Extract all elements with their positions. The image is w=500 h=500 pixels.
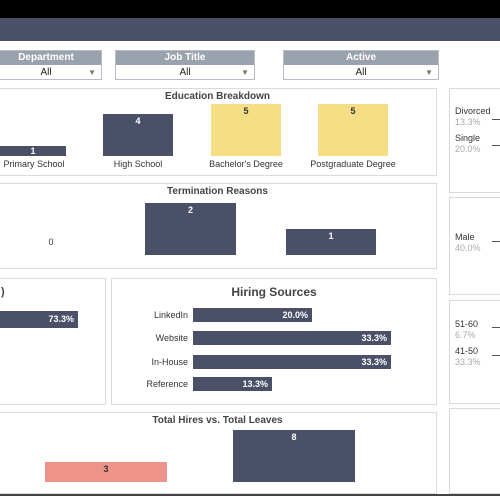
active-filter-selected: All [355, 67, 367, 78]
active-filter[interactable]: Active All ▼ [283, 50, 439, 80]
hires-vs-leaves-value-hires: 8 [291, 432, 297, 442]
education-value-high-school: 4 [135, 116, 141, 126]
age-line-41-50 [492, 355, 500, 356]
age-line-51-60 [492, 327, 500, 328]
top-black-bar [0, 0, 500, 18]
header-bar [0, 18, 500, 41]
hires-vs-leaves-bar-hires[interactable]: 8 [233, 430, 355, 482]
termination-value-2: 2 [187, 205, 193, 215]
hires-vs-leaves-bar-leaves[interactable]: 3 [45, 462, 167, 482]
marital-pct-single: 20.0% [455, 144, 481, 154]
education-bar-postgraduate-degree[interactable]: 5 [318, 104, 388, 156]
job-title-filter-selected: All [179, 67, 191, 78]
chevron-down-icon[interactable]: ▼ [88, 68, 96, 77]
education-value-postgraduate-degree: 5 [350, 106, 356, 116]
active-filter-label: Active [284, 51, 438, 65]
hiring-bar-in-house[interactable]: 33.3% [193, 355, 391, 369]
termination-value-3: 1 [328, 231, 334, 241]
active-filter-value[interactable]: All ▼ [284, 65, 438, 80]
bottom-right-panel [449, 408, 500, 494]
education-label-high-school: High School [113, 159, 163, 169]
education-label-primary-school: Primary School [3, 159, 65, 169]
gender-label-male: Male [455, 232, 475, 242]
chevron-down-icon[interactable]: ▼ [425, 68, 433, 77]
hiring-bar-website[interactable]: 33.3% [193, 331, 391, 345]
marital-label-single: Single [455, 133, 481, 143]
hires-vs-leaves-value-leaves: 3 [103, 464, 109, 474]
marital-status-panel [449, 88, 500, 193]
marital-line-single [492, 145, 500, 146]
age-label-41-50: 41-50 [455, 346, 479, 356]
left-metric-title-fragment: ) [1, 286, 5, 298]
hiring-value-linkedin: 20.0% [282, 310, 308, 320]
age-pct-41-50: 33.3% [455, 357, 481, 367]
termination-bar-2[interactable]: 2 [145, 203, 236, 255]
gender-panel [449, 197, 500, 295]
education-value-primary-school: 1 [30, 146, 36, 156]
hiring-value-in-house: 33.3% [361, 357, 387, 367]
left-metric-bar[interactable]: 73.3% [0, 311, 78, 328]
chevron-down-icon[interactable]: ▼ [241, 68, 249, 77]
job-title-filter-label: Job Title [116, 51, 254, 65]
marital-line-divorced [492, 119, 500, 120]
department-filter[interactable]: Department All ▼ [0, 50, 102, 80]
left-metric-value: 73.3% [48, 314, 74, 324]
hiring-value-reference: 13.3% [242, 379, 268, 389]
hiring-sources-title: Hiring Sources [231, 285, 317, 299]
hiring-label-in-house: In-House [151, 357, 188, 367]
hiring-bar-reference[interactable]: 13.3% [193, 377, 272, 391]
education-bar-primary-school[interactable]: 1 [0, 146, 66, 156]
marital-label-divorced: Divorced [455, 106, 491, 116]
marital-pct-divorced: 13.3% [455, 117, 481, 127]
gender-line-male [492, 241, 500, 242]
left-metric-panel: ) [0, 278, 106, 405]
hires-vs-leaves-title: Total Hires vs. Total Leaves [152, 415, 283, 426]
termination-bar-3[interactable]: 1 [286, 229, 376, 255]
education-label-postgraduate-degree: Postgraduate Degree [310, 159, 396, 169]
age-label-51-60: 51-60 [455, 319, 479, 329]
termination-value-0: 0 [48, 237, 54, 247]
hiring-label-website: Website [155, 333, 188, 343]
department-filter-selected: All [40, 67, 52, 78]
hiring-label-reference: Reference [146, 379, 188, 389]
bottom-divider [0, 494, 500, 496]
age-group-panel [449, 300, 500, 404]
gender-pct-male: 40.0% [455, 243, 481, 253]
education-bar-bachelors-degree[interactable]: 5 [211, 104, 281, 156]
education-label-bachelors-degree: Bachelor's Degree [209, 159, 283, 169]
age-pct-51-60: 6.7% [455, 330, 476, 340]
hiring-value-website: 33.3% [361, 333, 387, 343]
hiring-bar-linkedin[interactable]: 20.0% [193, 308, 312, 322]
job-title-filter[interactable]: Job Title All ▼ [115, 50, 255, 80]
department-filter-value[interactable]: All ▼ [0, 65, 101, 80]
education-value-bachelors-degree: 5 [243, 106, 249, 116]
hiring-label-linkedin: LinkedIn [153, 310, 188, 320]
education-bar-high-school[interactable]: 4 [103, 114, 173, 156]
education-breakdown-title: Education Breakdown [164, 91, 270, 102]
department-filter-label: Department [0, 51, 101, 65]
job-title-filter-value[interactable]: All ▼ [116, 65, 254, 80]
termination-reasons-title: Termination Reasons [167, 186, 268, 197]
